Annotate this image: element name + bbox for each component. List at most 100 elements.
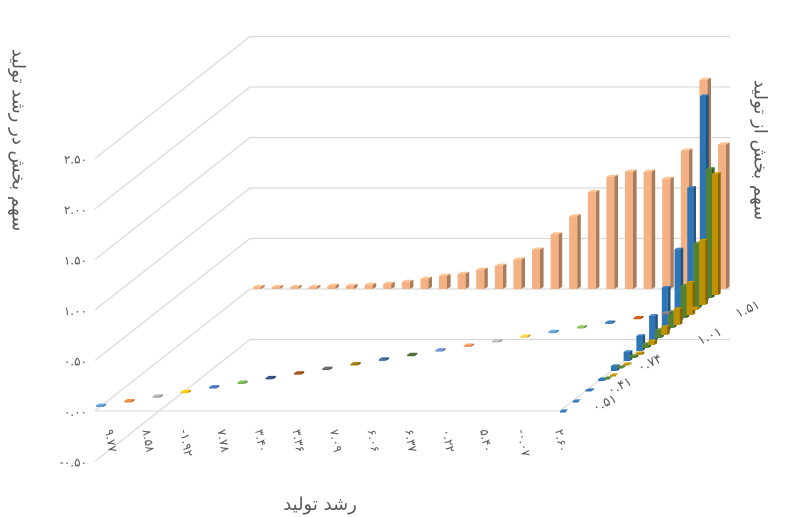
bar (327, 283, 339, 289)
z-axis-title: سهم بخش از تولید (749, 79, 771, 221)
bar (265, 375, 276, 380)
bar (572, 399, 582, 403)
bar (643, 169, 656, 289)
x-tick-label: ۵.۴۰ (477, 428, 495, 453)
bar-top (622, 362, 632, 364)
bar (699, 238, 708, 305)
bar (532, 247, 544, 289)
bar-top (294, 371, 305, 374)
bar-side (641, 351, 645, 355)
bar-front (680, 285, 687, 318)
bar-side (595, 189, 600, 289)
bar (662, 176, 674, 289)
bar-top (686, 281, 696, 283)
bar (604, 376, 613, 380)
bar-front (492, 340, 499, 343)
bar (548, 329, 559, 334)
gridline (94, 338, 730, 462)
bar (308, 284, 321, 289)
bar-front (435, 350, 443, 352)
bar-top (520, 334, 531, 337)
bar-front (625, 171, 633, 289)
bar-top (673, 307, 683, 309)
bar-front (686, 282, 693, 315)
bar-front (661, 287, 668, 331)
bar-top (152, 394, 163, 397)
bar-top (457, 271, 470, 274)
bar-front (649, 315, 656, 341)
bar-side (131, 398, 135, 403)
bar-top (649, 314, 658, 316)
bar-side (272, 375, 276, 380)
chart-walls (95, 310, 689, 412)
bar-front (662, 178, 671, 289)
gridlines (94, 35, 730, 462)
bar-front (364, 284, 373, 289)
bar (587, 189, 600, 289)
bar-side (279, 284, 284, 289)
bar-front (606, 176, 615, 289)
bar-top (633, 315, 644, 318)
bar-side (692, 281, 696, 315)
bar-top (271, 284, 284, 287)
bar-top (327, 283, 339, 286)
bar-front (706, 168, 712, 298)
bar-front (585, 389, 592, 392)
bar-top (350, 362, 361, 364)
bar (690, 306, 701, 310)
bar-top (237, 380, 248, 383)
bar-front (237, 382, 245, 384)
bar-top (401, 279, 414, 282)
bar (322, 366, 333, 371)
bar-top (661, 285, 671, 288)
bar-top (610, 364, 620, 366)
bar-side (465, 271, 470, 289)
bar (346, 283, 358, 289)
gridline (94, 35, 730, 159)
bar-front (532, 249, 540, 289)
bar-front (598, 378, 605, 381)
bar-side (718, 172, 721, 295)
gridline (94, 136, 730, 260)
bar (383, 281, 395, 289)
bar-side (628, 362, 632, 365)
bar-front (180, 391, 188, 394)
bar-side (316, 284, 321, 289)
bar-front (616, 366, 623, 369)
bar (633, 315, 644, 320)
bar-top (494, 263, 507, 266)
bar-top (492, 338, 503, 341)
bar-top (700, 94, 709, 96)
bar-side (633, 169, 637, 289)
gridline (94, 86, 730, 210)
y-axis-title: سهم بخش در رشد تولید (7, 48, 29, 232)
x-tick-label: ۶.۳۷ (402, 428, 420, 454)
bar-front (494, 265, 503, 289)
bar-top (643, 169, 656, 172)
bar-top (439, 273, 451, 276)
bar (520, 334, 531, 338)
x-tick-label: ۳.۳۶ (290, 428, 308, 453)
bar-front (463, 345, 471, 347)
bar-front (623, 351, 630, 361)
bar-top (532, 247, 544, 250)
gridline (94, 288, 730, 412)
bar-top (560, 409, 569, 411)
x-tick-label: ۷.۰۹ (327, 428, 345, 453)
bar-top (718, 142, 730, 145)
bar-top (378, 357, 390, 360)
bar (625, 169, 637, 289)
x-tick-label: ۰.۲۲ (440, 428, 458, 453)
bar-front (610, 365, 617, 371)
bar-top (604, 376, 613, 378)
bar-front (655, 329, 662, 338)
bar (576, 325, 588, 329)
bar (661, 325, 670, 335)
bar-top (661, 325, 670, 327)
bar-top (290, 284, 302, 287)
bar-side (654, 339, 658, 345)
bar (550, 232, 563, 289)
bar (513, 257, 525, 289)
bar-front (271, 286, 280, 289)
z-tick-label: ۰.۷۴ (635, 351, 664, 375)
